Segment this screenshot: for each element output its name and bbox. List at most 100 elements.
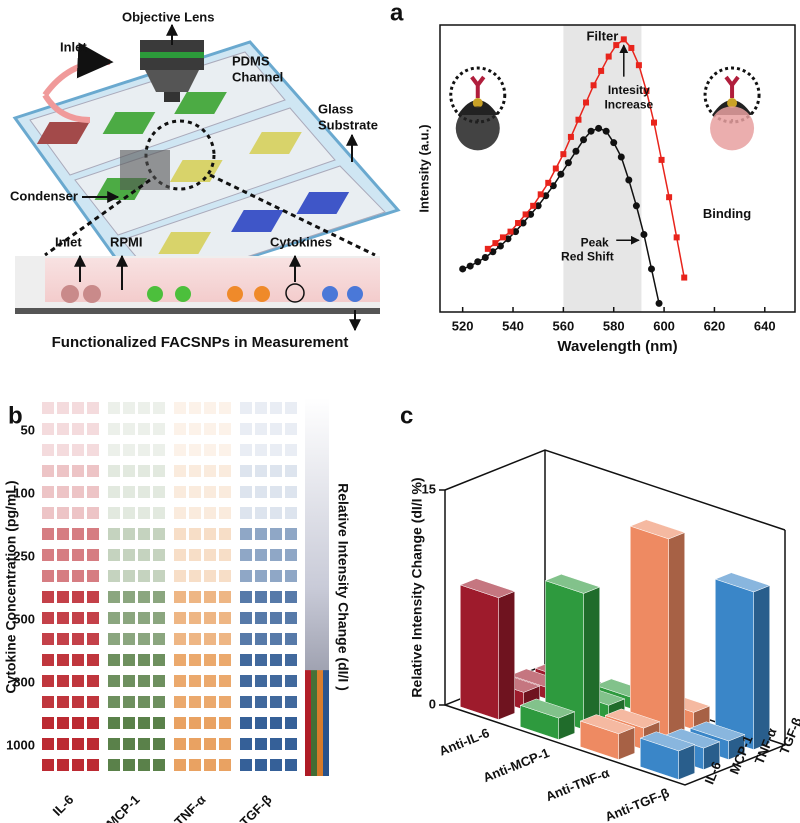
x-tick-label: TNF-α <box>171 792 208 823</box>
heat-cell <box>87 696 99 708</box>
section-base <box>15 308 380 314</box>
point <box>617 153 625 161</box>
heat-cell <box>255 402 267 414</box>
point <box>499 234 506 241</box>
label: RPMI <box>110 234 143 249</box>
heat-cell <box>138 759 150 771</box>
heat-cell <box>42 570 54 582</box>
point <box>681 274 688 281</box>
heat-cell <box>270 570 282 582</box>
heat-cell <box>174 528 186 540</box>
heat-cell <box>138 591 150 603</box>
heat-cell <box>219 486 231 498</box>
annotation: Intesity <box>608 83 650 97</box>
heat-cell <box>189 654 201 666</box>
point <box>474 258 482 266</box>
bar-top <box>639 731 696 752</box>
label: Cytokines <box>270 234 332 249</box>
heat-cell <box>189 633 201 645</box>
heat-cell <box>138 675 150 687</box>
heat-cell <box>138 444 150 456</box>
box-top <box>444 449 786 531</box>
nanoparticle <box>710 106 755 151</box>
heat-cell <box>240 696 252 708</box>
heat-cell <box>138 654 150 666</box>
heat-cell <box>108 717 120 729</box>
heat-cell <box>57 759 69 771</box>
heat-cell <box>255 612 267 624</box>
heat-cell <box>255 423 267 435</box>
heat-cell <box>174 549 186 561</box>
point <box>635 62 642 69</box>
heat-cell <box>153 654 165 666</box>
heat-cell <box>174 570 186 582</box>
heat-cell <box>153 759 165 771</box>
heat-cell <box>57 696 69 708</box>
bar <box>714 572 771 750</box>
heat-cell <box>285 570 297 582</box>
y-axis-title: Cytokine Concentration (pg/mL) <box>3 480 19 693</box>
y-tick-label: 1000 <box>6 737 35 752</box>
cytokine-circle <box>285 283 305 303</box>
point <box>640 231 648 239</box>
heat-cell <box>219 696 231 708</box>
heat-cell <box>189 738 201 750</box>
heat-cell <box>174 696 186 708</box>
heat-cell <box>240 612 252 624</box>
point <box>583 99 590 106</box>
bar <box>459 578 516 720</box>
heat-cell <box>270 696 282 708</box>
heat-cell <box>42 465 54 477</box>
point <box>512 228 520 236</box>
annotation: Increase <box>604 98 653 112</box>
x-tick-label: MCP-1 <box>103 792 142 823</box>
heat-cell <box>138 696 150 708</box>
heat-cell <box>285 402 297 414</box>
zoom-line <box>44 178 151 257</box>
heat-cell <box>204 654 216 666</box>
heat-cell <box>270 717 282 729</box>
heat-cell <box>138 465 150 477</box>
heat-cell <box>123 423 135 435</box>
plot-frame <box>439 24 796 313</box>
heat-cell <box>270 654 282 666</box>
heat-cell <box>189 444 201 456</box>
heat-cell <box>189 570 201 582</box>
point <box>489 248 497 256</box>
label: Glass <box>318 101 353 116</box>
heat-cell <box>42 654 54 666</box>
heat-cell <box>270 402 282 414</box>
heat-cell <box>42 759 54 771</box>
x-tick-label: Anti-TGF-β <box>603 785 672 823</box>
heat-cell <box>153 738 165 750</box>
bar-top <box>689 721 746 742</box>
heat-cell <box>255 444 267 456</box>
heat-cell <box>240 486 252 498</box>
heat-cell <box>108 591 120 603</box>
heat-cell <box>123 717 135 729</box>
nanoparticles <box>61 285 363 303</box>
x-tick-label: 580 <box>603 318 625 333</box>
heat-cell <box>285 486 297 498</box>
heat-cell <box>138 402 150 414</box>
point <box>602 127 610 135</box>
heat-cell <box>57 738 69 750</box>
x-tick-label: 520 <box>452 318 474 333</box>
schematic: Inlet Objective Lens PDMS Channel Glass … <box>10 9 401 351</box>
annotation: Filter <box>586 28 618 43</box>
heat-cell <box>189 402 201 414</box>
heat-cell <box>204 570 216 582</box>
heat-cell <box>42 738 54 750</box>
inset-gold <box>727 98 738 108</box>
heat-cell <box>255 633 267 645</box>
z-axis-title: Relative Intensity Change (dI/I %) <box>409 477 425 697</box>
heatmap-chart: IL-6 MCP-1 TNF-α TGF-β 50 100 250 500 800 1000 Rel… <box>3 398 351 823</box>
heat-cell <box>189 549 201 561</box>
point <box>655 299 663 307</box>
heat-cell <box>87 486 99 498</box>
heat-cell <box>87 570 99 582</box>
bar <box>629 519 686 740</box>
heat-cell <box>255 486 267 498</box>
heat-cell <box>138 570 150 582</box>
colorbar-strip <box>317 670 323 776</box>
